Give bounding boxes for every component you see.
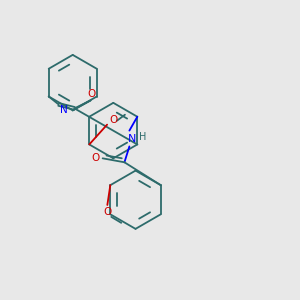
Text: O: O	[103, 207, 112, 217]
Text: O: O	[109, 115, 117, 125]
Text: O: O	[87, 88, 96, 98]
Text: H: H	[139, 131, 146, 142]
Text: N: N	[60, 105, 68, 116]
Text: N: N	[128, 134, 136, 143]
Text: O: O	[92, 153, 100, 163]
